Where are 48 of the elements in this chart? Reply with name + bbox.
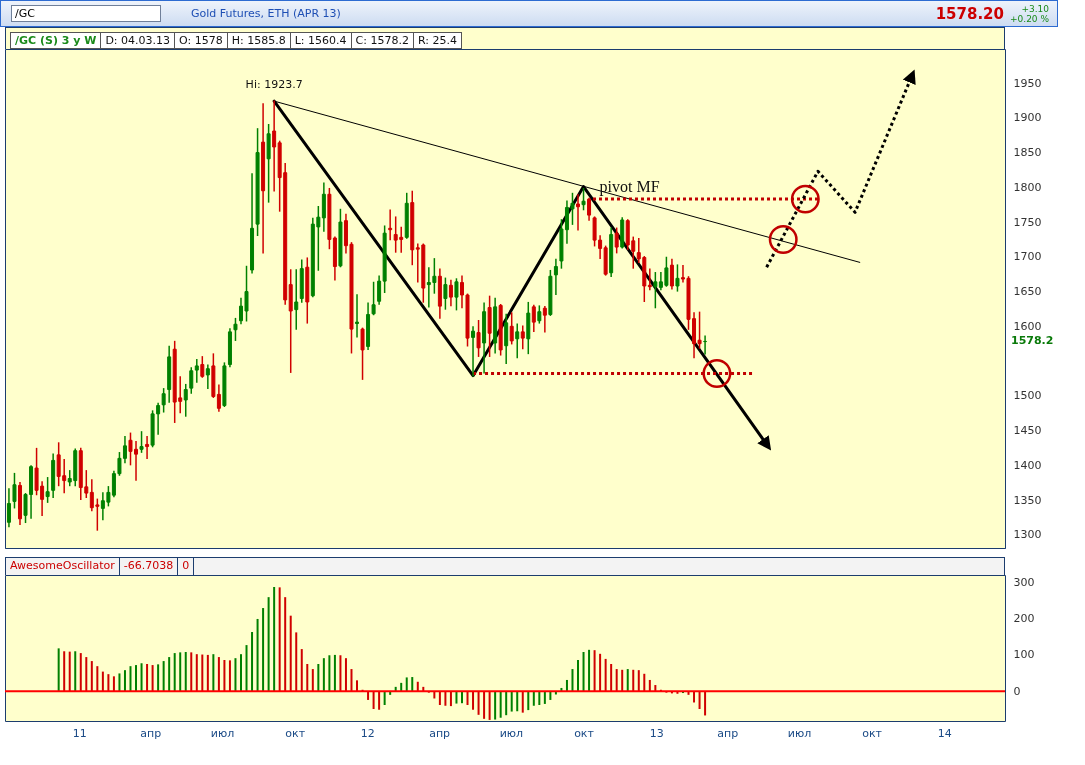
y-tick-label: 0 <box>1013 684 1021 698</box>
x-tick-label: окт <box>862 726 883 740</box>
x-tick-label: июл <box>787 726 812 740</box>
text: 1578.2 <box>1011 334 1054 348</box>
text: H: 1585.8 <box>226 32 291 49</box>
y-tick-label: 1350 <box>1013 493 1042 507</box>
text: /GC <box>11 5 161 22</box>
text: O: 1578 <box>174 32 228 49</box>
y-tick-label: 200 <box>1013 612 1035 626</box>
text: +0.20 % <box>1010 13 1049 24</box>
text: L: 1560.4 <box>289 32 352 49</box>
y-tick-label: 1800 <box>1013 180 1042 194</box>
text: 1578.20 <box>935 4 1004 23</box>
y-tick-label: 1300 <box>1013 528 1042 542</box>
text: 0 <box>178 558 195 575</box>
y-tick-label: 1450 <box>1013 424 1042 438</box>
text: -66.7038 <box>119 558 179 575</box>
y-tick-label: 300 <box>1013 575 1035 589</box>
text: C: 1578.2 <box>350 32 414 49</box>
text: R: 25.4 <box>412 32 462 49</box>
text: +3.10 <box>1021 3 1049 14</box>
y-tick-label: 1900 <box>1013 111 1042 125</box>
x-tick-label: 14 <box>937 726 952 740</box>
y-tick-label: 1600 <box>1013 319 1042 333</box>
x-tick-label: окт <box>574 726 595 740</box>
chart-title: Gold Futures, ETH (APR 13) <box>191 7 341 20</box>
annotation: pivot MF <box>599 177 660 196</box>
annotation: Hi: 1923.7 <box>245 78 303 92</box>
y-tick-label: 1500 <box>1013 389 1042 403</box>
y-tick-label: 1850 <box>1013 146 1042 160</box>
y-tick-label: 1950 <box>1013 76 1042 90</box>
text: D: 04.03.13 <box>100 32 176 49</box>
x-tick-label: окт <box>285 726 306 740</box>
x-tick-label: апр <box>140 726 162 740</box>
x-tick-label: апр <box>717 726 739 740</box>
text: /GC (S) 3 y W <box>10 32 102 49</box>
y-tick-label: 1750 <box>1013 215 1042 229</box>
x-tick-label: июл <box>210 726 235 740</box>
y-tick-label: 100 <box>1013 648 1035 662</box>
y-tick-label: 1400 <box>1013 458 1042 472</box>
x-tick-label: апр <box>429 726 451 740</box>
x-tick-label: июл <box>499 726 524 740</box>
x-tick-label: 12 <box>360 726 375 740</box>
y-tick-label: 1700 <box>1013 250 1042 264</box>
x-tick-label: 13 <box>649 726 664 740</box>
y-tick-label: 1650 <box>1013 285 1042 299</box>
x-tick-label: 11 <box>72 726 87 740</box>
chart-title: AwesomeOscillator <box>6 558 120 575</box>
